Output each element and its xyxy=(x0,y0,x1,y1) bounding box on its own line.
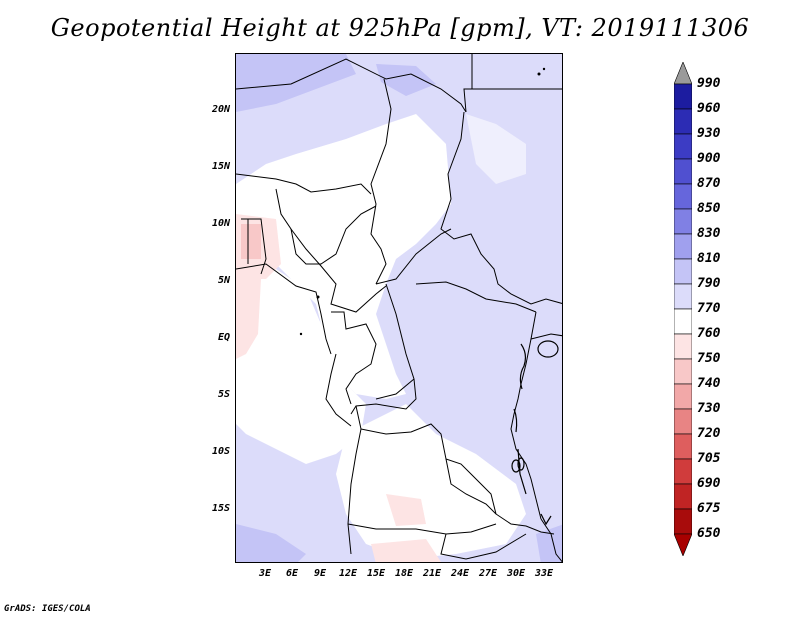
colorbar-label: 740 xyxy=(697,376,721,391)
shading-white-northeast xyxy=(466,114,526,184)
colorbar-swatch xyxy=(674,458,692,485)
country-borders xyxy=(236,54,562,562)
colorbar-label: 830 xyxy=(697,226,721,241)
colorbar-label: 650 xyxy=(697,526,721,541)
colorbar-label: 750 xyxy=(697,351,721,366)
colorbar-swatch xyxy=(674,233,692,260)
colorbar-swatch xyxy=(674,158,692,185)
colorbar-swatch xyxy=(674,208,692,235)
lon-label-15e: 15E xyxy=(366,568,386,579)
colorbar-swatch xyxy=(674,508,692,535)
colorbar-swatch xyxy=(674,408,692,435)
lon-label-9e: 9E xyxy=(313,568,327,579)
colorbar-swatch xyxy=(674,483,692,510)
lon-label-6e: 6E xyxy=(285,568,299,579)
colorbar-swatch xyxy=(674,258,692,285)
colorbar-label: 690 xyxy=(697,476,721,491)
colorbar-swatch xyxy=(674,183,692,210)
colorbar-label: 810 xyxy=(697,251,721,266)
lon-label-18e: 18E xyxy=(394,568,414,579)
colorbar-label: 850 xyxy=(697,201,721,216)
colorbar-swatch xyxy=(674,333,692,360)
map-svg xyxy=(236,54,562,562)
grads-credit: GrADS: IGES/COLA xyxy=(4,604,91,614)
lon-label-33e: 33E xyxy=(534,568,554,579)
colorbar-label: 770 xyxy=(697,301,721,316)
lon-label-30e: 30E xyxy=(506,568,526,579)
colorbar-swatch xyxy=(674,83,692,110)
shading-white-central xyxy=(236,114,451,399)
lakes xyxy=(511,340,559,526)
colorbar-label: 730 xyxy=(697,401,721,416)
colorbar xyxy=(674,62,692,556)
colorbar-swatch xyxy=(674,283,692,310)
colorbar-label: 870 xyxy=(697,176,721,191)
shading-white-south xyxy=(336,404,526,559)
lon-label-12e: 12E xyxy=(338,568,358,579)
lat-label-10n: 10N xyxy=(211,218,230,229)
colorbar-arrow-top xyxy=(674,62,692,85)
shading-pink-dark-west xyxy=(241,224,261,259)
colorbar-swatch xyxy=(674,108,692,135)
lat-label-10s: 10S xyxy=(211,446,230,457)
lat-label-eq: EQ xyxy=(217,332,230,343)
lon-label-3e: 3E xyxy=(258,568,272,579)
shading-mid-blue-north-center xyxy=(376,64,436,96)
shading-white-southwest xyxy=(236,259,366,464)
colorbar-label: 760 xyxy=(697,326,721,341)
colorbar-label: 720 xyxy=(697,426,721,441)
lon-label-21e: 21E xyxy=(422,568,442,579)
colorbar-swatch xyxy=(674,383,692,410)
colorbar-swatch xyxy=(674,133,692,160)
shading-pink-south-center xyxy=(386,494,426,526)
colorbar-swatch xyxy=(674,433,692,460)
lat-label-15n: 15N xyxy=(211,161,230,172)
colorbar-label: 675 xyxy=(697,501,721,516)
map-plot-area xyxy=(235,53,563,563)
shading-mid-blue-southwest xyxy=(236,524,306,562)
colorbar-label: 790 xyxy=(697,276,721,291)
colorbar-arrow-bottom xyxy=(674,533,692,556)
colorbar-label: 900 xyxy=(697,151,721,166)
lon-label-27e: 27E xyxy=(478,568,498,579)
map-title: Geopotential Height at 925hPa [gpm], VT:… xyxy=(50,14,750,42)
colorbar-label: 930 xyxy=(697,126,721,141)
colorbar-label: 960 xyxy=(697,101,721,116)
colorbar-label: 705 xyxy=(697,451,721,466)
lat-label-20n: 20N xyxy=(211,104,230,115)
colorbar-swatch xyxy=(674,358,692,385)
colorbar-label: 990 xyxy=(697,76,721,91)
lat-label-5s: 5S xyxy=(217,389,230,400)
shading-pink-gulf xyxy=(236,279,261,359)
colorbar-swatch xyxy=(674,308,692,335)
lon-label-24e: 24E xyxy=(450,568,470,579)
shading-pink-south-edge xyxy=(371,539,441,562)
lat-label-5n: 5N xyxy=(217,275,230,286)
islands xyxy=(299,67,546,336)
lat-label-15s: 15S xyxy=(211,503,230,514)
